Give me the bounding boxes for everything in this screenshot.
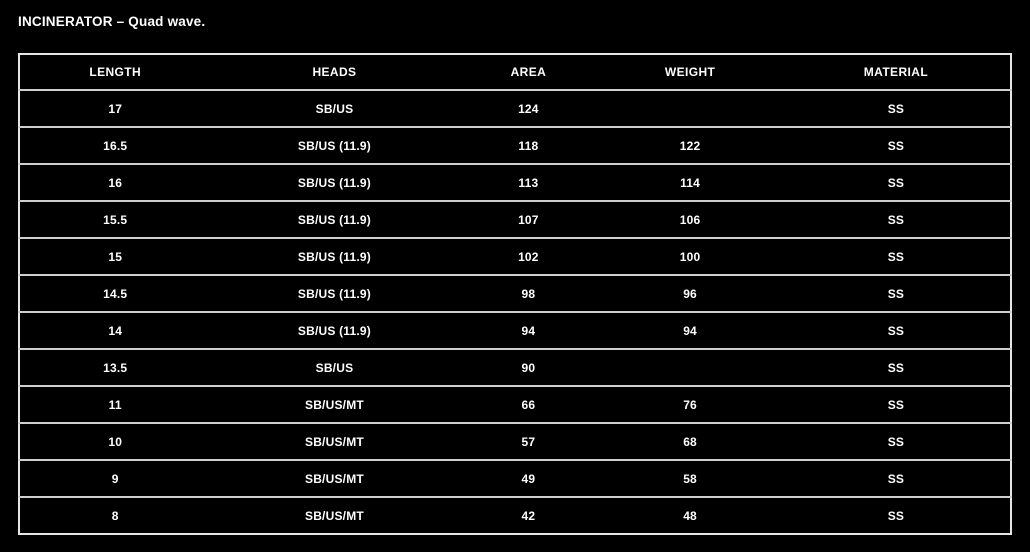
table-cell: 90 <box>521 360 536 375</box>
table-cell: 42 <box>521 508 536 523</box>
table-cell: 13.5 <box>103 360 128 375</box>
table-cell: 96 <box>683 286 697 301</box>
table-cell: 124 <box>518 101 539 116</box>
table-cell: 102 <box>518 249 539 264</box>
table-cell: 15 <box>108 249 123 264</box>
table-cell: SS <box>887 360 905 375</box>
table-cell: 122 <box>679 138 701 153</box>
table-cell: SB/US (11.9) <box>297 138 371 153</box>
table-row: 10 SB/US/MT 57 68 SS <box>19 423 1011 460</box>
table-cell: SS <box>887 175 905 190</box>
table-cell <box>598 90 782 127</box>
table-cell: SS <box>887 434 905 449</box>
table-cell: 49 <box>521 471 536 486</box>
table-cell: 107 <box>518 212 539 227</box>
table-cell: 114 <box>680 175 701 190</box>
table-cell: SB/US (11.9) <box>297 249 371 264</box>
column-header-length: LENGTH <box>89 65 142 79</box>
table-cell: 118 <box>518 138 539 153</box>
table-cell: 58 <box>683 471 697 486</box>
table-cell: 17 <box>108 101 123 116</box>
table-cell: 68 <box>683 434 697 449</box>
column-header-area: AREA <box>510 65 547 79</box>
table-cell: 98 <box>521 286 536 301</box>
table-cell: SB/US <box>315 360 354 375</box>
table-cell: 8 <box>111 508 119 523</box>
table-row: 11 SB/US/MT 66 76 SS <box>19 386 1011 423</box>
table-cell: SB/US/MT <box>304 434 364 449</box>
table-row: 13.5 SB/US 90 SS <box>19 349 1011 386</box>
table-cell: SB/US/MT <box>304 471 364 486</box>
table-cell: SB/US <box>315 101 354 116</box>
table-row: 14.5 SB/US (11.9) 98 96 SS <box>19 275 1011 312</box>
column-header-material: MATERIAL <box>863 65 929 79</box>
table-row: 9 SB/US/MT 49 58 SS <box>19 460 1011 497</box>
table-cell: SS <box>887 249 905 264</box>
table-header: LENGTH HEADS AREA WEIGHT MATERIAL <box>19 54 1011 90</box>
table-cell: SS <box>887 101 905 116</box>
table-cell: 48 <box>683 508 697 523</box>
spec-table: LENGTH HEADS AREA WEIGHT MATERIAL 17 SB/US 124… <box>18 53 1012 535</box>
table-cell: 16 <box>108 175 123 190</box>
table-cell: SS <box>887 323 905 338</box>
table-cell: 66 <box>521 397 536 412</box>
table-row: 15.5 SB/US (11.9) 107 106 SS <box>19 201 1011 238</box>
table-cell <box>598 349 782 386</box>
table-cell: 94 <box>521 323 536 338</box>
table-cell: SS <box>887 286 905 301</box>
table-cell: SB/US/MT <box>304 397 364 412</box>
table-cell: SS <box>887 471 905 486</box>
table-cell: 94 <box>683 323 697 338</box>
table-cell: 9 <box>111 471 119 486</box>
table-cell: SS <box>887 508 905 523</box>
table-cell: 76 <box>683 397 697 412</box>
table-cell: SB/US (11.9) <box>297 286 371 301</box>
table-cell: SB/US (11.9) <box>297 175 371 190</box>
table-cell: 10 <box>108 434 123 449</box>
table-cell: 15.5 <box>103 212 128 227</box>
table-cell: 113 <box>518 175 539 190</box>
table-cell: 14 <box>108 323 123 338</box>
table-cell: 57 <box>521 434 536 449</box>
table-cell: SB/US (11.9) <box>297 212 371 227</box>
table-cell: SB/US/MT <box>304 508 364 523</box>
table-row: 16 SB/US (11.9) 113 114 SS <box>19 164 1011 201</box>
table-body: 17 SB/US 124 SS 16.5 SB/US (11.9) 118 122 SS 16 SB… <box>19 90 1011 534</box>
table-row: 14 SB/US (11.9) 94 94 SS <box>19 312 1011 349</box>
table-cell: 14.5 <box>103 286 128 301</box>
column-header-heads: HEADS <box>312 65 357 79</box>
table-row: 17 SB/US 124 SS <box>19 90 1011 127</box>
table-cell: 100 <box>679 249 701 264</box>
table-row: 8 SB/US/MT 42 48 SS <box>19 497 1011 534</box>
table-row: 15 SB/US (11.9) 102 100 SS <box>19 238 1011 275</box>
table-cell: 106 <box>679 212 701 227</box>
table-cell: 11 <box>108 397 122 412</box>
column-header-weight: WEIGHT <box>664 65 716 79</box>
table-cell: SS <box>887 212 905 227</box>
table-row: 16.5 SB/US (11.9) 118 122 SS <box>19 127 1011 164</box>
table-cell: SS <box>887 138 905 153</box>
table-cell: SS <box>887 397 905 412</box>
page-title: INCINERATOR – Quad wave. <box>18 14 206 29</box>
table-cell: 16.5 <box>103 138 128 153</box>
table-cell: SB/US (11.9) <box>297 323 371 338</box>
table-header-row: LENGTH HEADS AREA WEIGHT MATERIAL <box>19 54 1011 90</box>
